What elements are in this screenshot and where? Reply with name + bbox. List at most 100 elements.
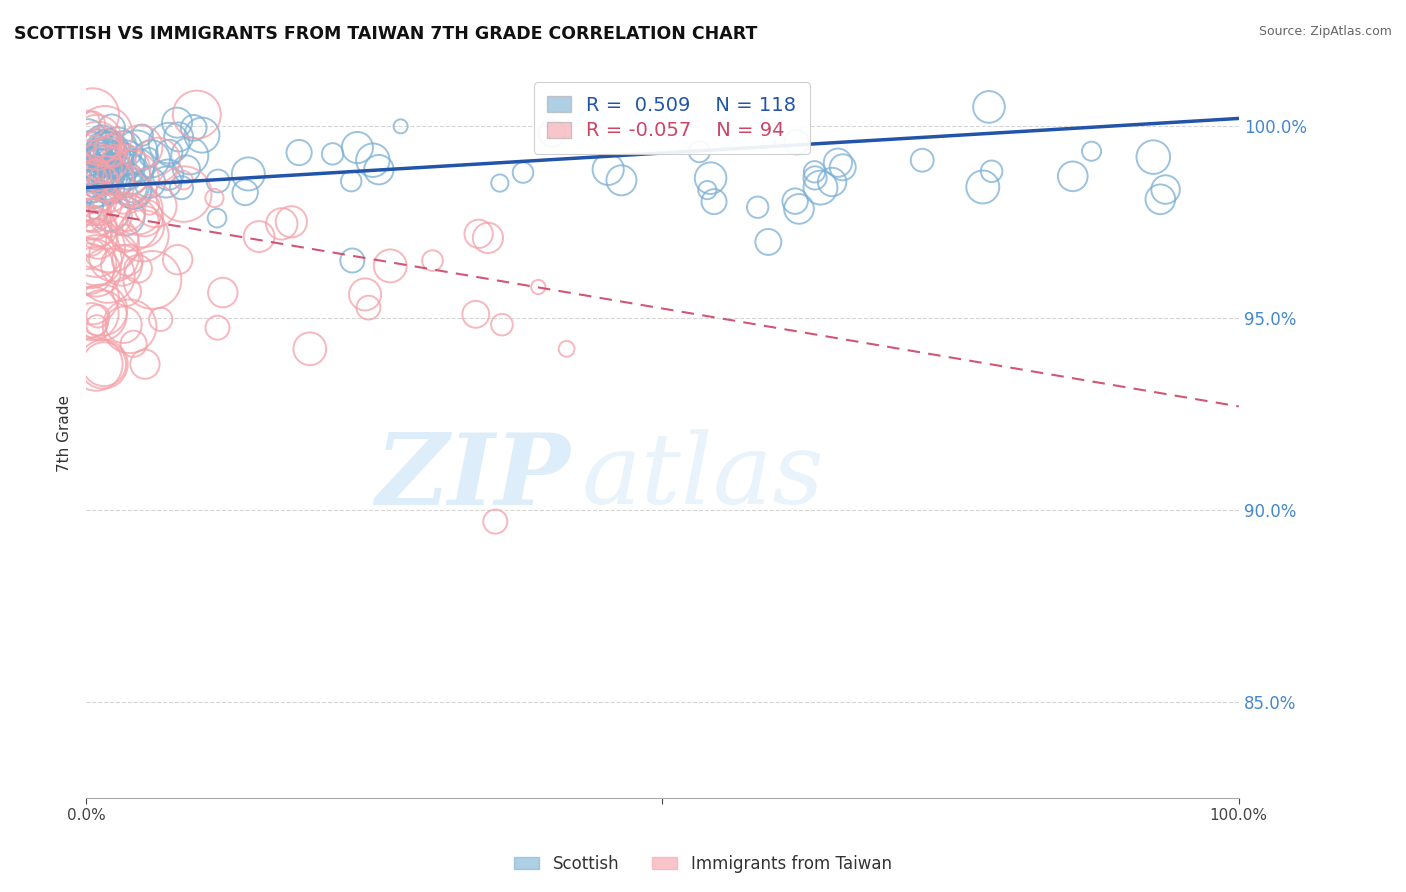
- Point: [77, 261, 100, 276]
- Point: [93, 172, 115, 186]
- Point: [94, 127, 117, 141]
- Point: [87, 309, 110, 323]
- Point: [94, 178, 117, 192]
- Point: [167, 130, 190, 145]
- Point: [173, 173, 195, 187]
- Point: [86, 145, 108, 159]
- Point: [98, 183, 121, 197]
- Point: [90, 303, 112, 318]
- Point: [204, 191, 226, 205]
- Point: [183, 120, 205, 135]
- Point: [80, 313, 103, 327]
- Point: [357, 301, 380, 315]
- Point: [98, 236, 121, 251]
- Point: [688, 145, 710, 159]
- Point: [346, 140, 368, 154]
- Point: [467, 227, 489, 241]
- Point: [207, 320, 229, 334]
- Point: [96, 157, 118, 171]
- Point: [112, 148, 135, 162]
- Point: [80, 167, 103, 181]
- Point: [82, 117, 104, 131]
- Point: [127, 158, 149, 172]
- Point: [101, 167, 124, 181]
- Point: [298, 342, 321, 356]
- Point: [100, 120, 122, 135]
- Point: [103, 153, 125, 168]
- Point: [77, 179, 100, 194]
- Point: [76, 212, 98, 227]
- Point: [84, 357, 107, 371]
- Point: [205, 211, 228, 226]
- Point: [810, 180, 832, 194]
- Point: [84, 227, 107, 242]
- Legend: Scottish, Immigrants from Taiwan: Scottish, Immigrants from Taiwan: [508, 848, 898, 880]
- Text: SCOTTISH VS IMMIGRANTS FROM TAIWAN 7TH GRADE CORRELATION CHART: SCOTTISH VS IMMIGRANTS FROM TAIWAN 7TH G…: [14, 25, 758, 43]
- Point: [166, 252, 188, 267]
- Point: [122, 181, 145, 195]
- Point: [82, 179, 104, 194]
- Point: [157, 136, 180, 150]
- Point: [977, 100, 1000, 114]
- Point: [156, 168, 179, 182]
- Point: [86, 318, 108, 333]
- Point: [541, 126, 564, 140]
- Point: [97, 138, 120, 153]
- Point: [280, 215, 302, 229]
- Point: [354, 287, 377, 301]
- Point: [367, 162, 389, 177]
- Point: [91, 150, 114, 164]
- Point: [322, 146, 344, 161]
- Point: [125, 202, 148, 216]
- Point: [1149, 192, 1171, 206]
- Point: [115, 285, 138, 299]
- Point: [80, 211, 103, 226]
- Point: [155, 175, 177, 189]
- Point: [96, 181, 118, 195]
- Point: [484, 515, 506, 529]
- Point: [89, 196, 111, 211]
- Point: [747, 200, 769, 214]
- Point: [97, 146, 120, 161]
- Point: [112, 142, 135, 156]
- Point: [98, 203, 121, 218]
- Point: [94, 153, 117, 167]
- Point: [103, 149, 125, 163]
- Point: [86, 166, 108, 180]
- Point: [91, 174, 114, 188]
- Point: [114, 153, 136, 167]
- Point: [166, 115, 188, 129]
- Point: [125, 144, 148, 158]
- Point: [110, 148, 132, 162]
- Point: [94, 182, 117, 196]
- Point: [477, 231, 499, 245]
- Point: [756, 235, 779, 249]
- Point: [786, 135, 808, 149]
- Point: [342, 253, 364, 268]
- Point: [173, 187, 195, 202]
- Point: [93, 153, 115, 168]
- Point: [87, 161, 110, 176]
- Point: [112, 318, 135, 332]
- Point: [80, 176, 103, 190]
- Point: [143, 199, 166, 213]
- Point: [94, 167, 117, 181]
- Point: [98, 144, 121, 158]
- Point: [87, 137, 110, 152]
- Point: [90, 137, 112, 152]
- Point: [100, 209, 122, 223]
- Point: [170, 180, 193, 194]
- Legend: R =  0.509    N = 118, R = -0.057    N = 94: R = 0.509 N = 118, R = -0.057 N = 94: [534, 82, 810, 154]
- Point: [1080, 145, 1102, 159]
- Point: [118, 169, 141, 184]
- Point: [98, 145, 121, 160]
- Point: [491, 318, 513, 332]
- Point: [120, 179, 142, 194]
- Point: [122, 336, 145, 351]
- Point: [84, 216, 107, 230]
- Point: [110, 258, 132, 272]
- Point: [233, 186, 256, 200]
- Point: [96, 145, 118, 160]
- Point: [699, 171, 721, 186]
- Point: [980, 164, 1002, 178]
